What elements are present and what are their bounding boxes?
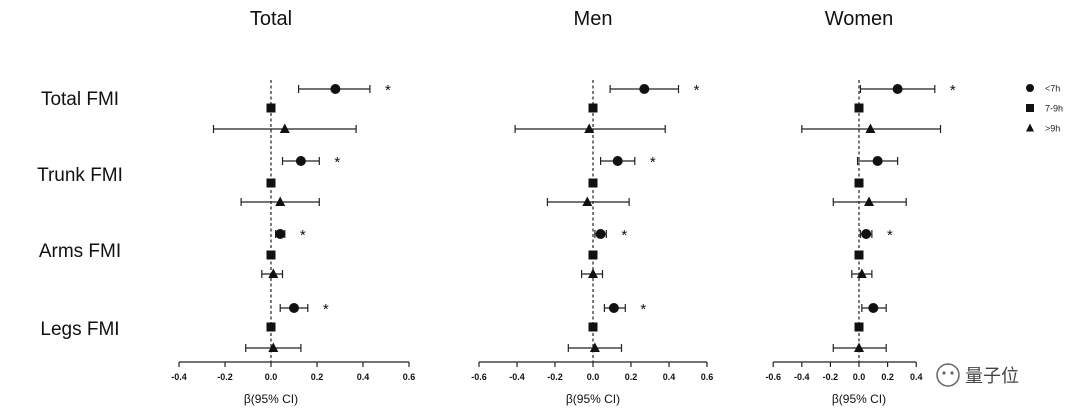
point-total-arms-fmi-lt7h [275,229,286,239]
point-total-trunk-fmi-lt7h [295,156,306,166]
point-women-trunk-fmi-lt7h [872,156,883,166]
point-men-legs-fmi-7-9h [588,322,598,332]
point-women-arms-fmi-lt7h [861,229,872,239]
x-axis-label-women: β(95% CI) [832,392,886,406]
x-tick-label-men: 0.6 [701,372,714,382]
x-tick-label-men: -0.6 [471,372,487,382]
point-women-trunk-fmi-7-9h [854,178,864,188]
panel-title-total: Total [250,8,292,30]
panel-title-men: Men [574,8,613,30]
point-men-arms-fmi-gt9h [588,268,598,278]
row-label-trunk-fmi: Trunk FMI [37,165,123,186]
row-label-arms-fmi: Arms FMI [39,241,121,262]
point-total-arms-fmi-gt9h [268,268,279,278]
x-tick-label-women: 0.2 [881,372,894,382]
significance-star-women-arms-fmi-lt7h: * [887,227,893,244]
x-tick-label-women: 0.0 [853,372,866,382]
significance-star-men-legs-fmi-lt7h: * [640,301,646,318]
point-total-total-fmi-gt9h [279,123,290,133]
point-total-legs-fmi-lt7h [289,303,299,313]
x-axis-label-total: β(95% CI) [244,392,298,406]
x-tick-label-total: -0.4 [171,372,187,382]
x-tick-label-total: 0.4 [357,372,370,382]
significance-star-total-total-fmi-lt7h: * [385,82,391,99]
x-tick-label-men: -0.2 [547,372,563,382]
x-tick-label-total: 0.6 [403,372,416,382]
legend-label-lt7h: <7h [1045,84,1060,94]
point-men-trunk-fmi-gt9h [582,196,593,206]
point-total-trunk-fmi-7-9h [266,178,276,188]
panel-title-women: Women [825,8,894,30]
significance-star-women-total-fmi-lt7h: * [950,82,956,99]
point-men-arms-fmi-lt7h [595,229,606,239]
legend-label-gt9h: >9h [1045,124,1060,134]
significance-star-men-trunk-fmi-lt7h: * [650,154,656,171]
row-label-total-fmi: Total FMI [41,89,119,110]
legend-label-7-9h: 7-9h [1045,104,1063,114]
point-total-arms-fmi-7-9h [266,250,276,260]
wechat-logo-icon [936,363,960,387]
point-men-total-fmi-lt7h [639,84,650,94]
point-women-total-fmi-7-9h [854,103,864,113]
watermark-text: 量子位 [965,366,1019,387]
x-tick-label-women: -0.2 [823,372,839,382]
x-tick-label-men: 0.0 [587,372,600,382]
point-women-arms-fmi-gt9h [856,268,867,278]
x-tick-label-men: 0.2 [625,372,638,382]
point-women-legs-fmi-7-9h [854,322,864,332]
x-tick-label-women: -0.4 [794,372,810,382]
point-total-total-fmi-lt7h [330,84,341,94]
point-men-legs-fmi-gt9h [589,342,600,352]
point-total-legs-fmi-gt9h [268,342,279,352]
x-tick-label-total: 0.2 [311,372,324,382]
legend-marker-7-9h [1026,104,1034,112]
point-women-legs-fmi-lt7h [868,303,879,313]
point-men-arms-fmi-7-9h [588,250,598,260]
significance-star-total-arms-fmi-lt7h: * [300,227,306,244]
point-total-total-fmi-7-9h [266,103,276,113]
point-men-total-fmi-7-9h [588,103,598,113]
significance-star-total-legs-fmi-lt7h: * [323,301,329,318]
point-total-trunk-fmi-gt9h [275,196,286,206]
point-men-trunk-fmi-7-9h [588,178,598,188]
point-women-total-fmi-gt9h [865,123,876,133]
legend-marker-gt9h [1026,123,1034,132]
point-total-legs-fmi-7-9h [266,322,276,332]
x-axis-label-men: β(95% CI) [566,392,620,406]
wechat-logo-eye-icon [950,371,954,375]
wechat-logo-eye-icon [942,371,946,375]
point-women-arms-fmi-7-9h [854,250,864,260]
x-tick-label-women: -0.6 [765,372,781,382]
x-tick-label-men: 0.4 [663,372,676,382]
point-men-legs-fmi-lt7h [608,303,619,313]
significance-star-total-trunk-fmi-lt7h: * [334,154,340,171]
point-men-total-fmi-gt9h [584,123,595,133]
legend-marker-lt7h [1026,84,1034,92]
point-women-total-fmi-lt7h [892,84,903,94]
x-tick-label-total: -0.2 [217,372,233,382]
x-tick-label-total: 0.0 [265,372,278,382]
point-men-trunk-fmi-lt7h [612,156,623,166]
row-label-legs-fmi: Legs FMI [40,319,119,340]
x-tick-label-men: -0.4 [509,372,525,382]
significance-star-men-total-fmi-lt7h: * [694,82,700,99]
significance-star-men-arms-fmi-lt7h: * [621,227,627,244]
point-women-legs-fmi-gt9h [854,342,864,352]
x-tick-label-women: 0.4 [910,372,923,382]
point-women-trunk-fmi-gt9h [864,196,875,206]
